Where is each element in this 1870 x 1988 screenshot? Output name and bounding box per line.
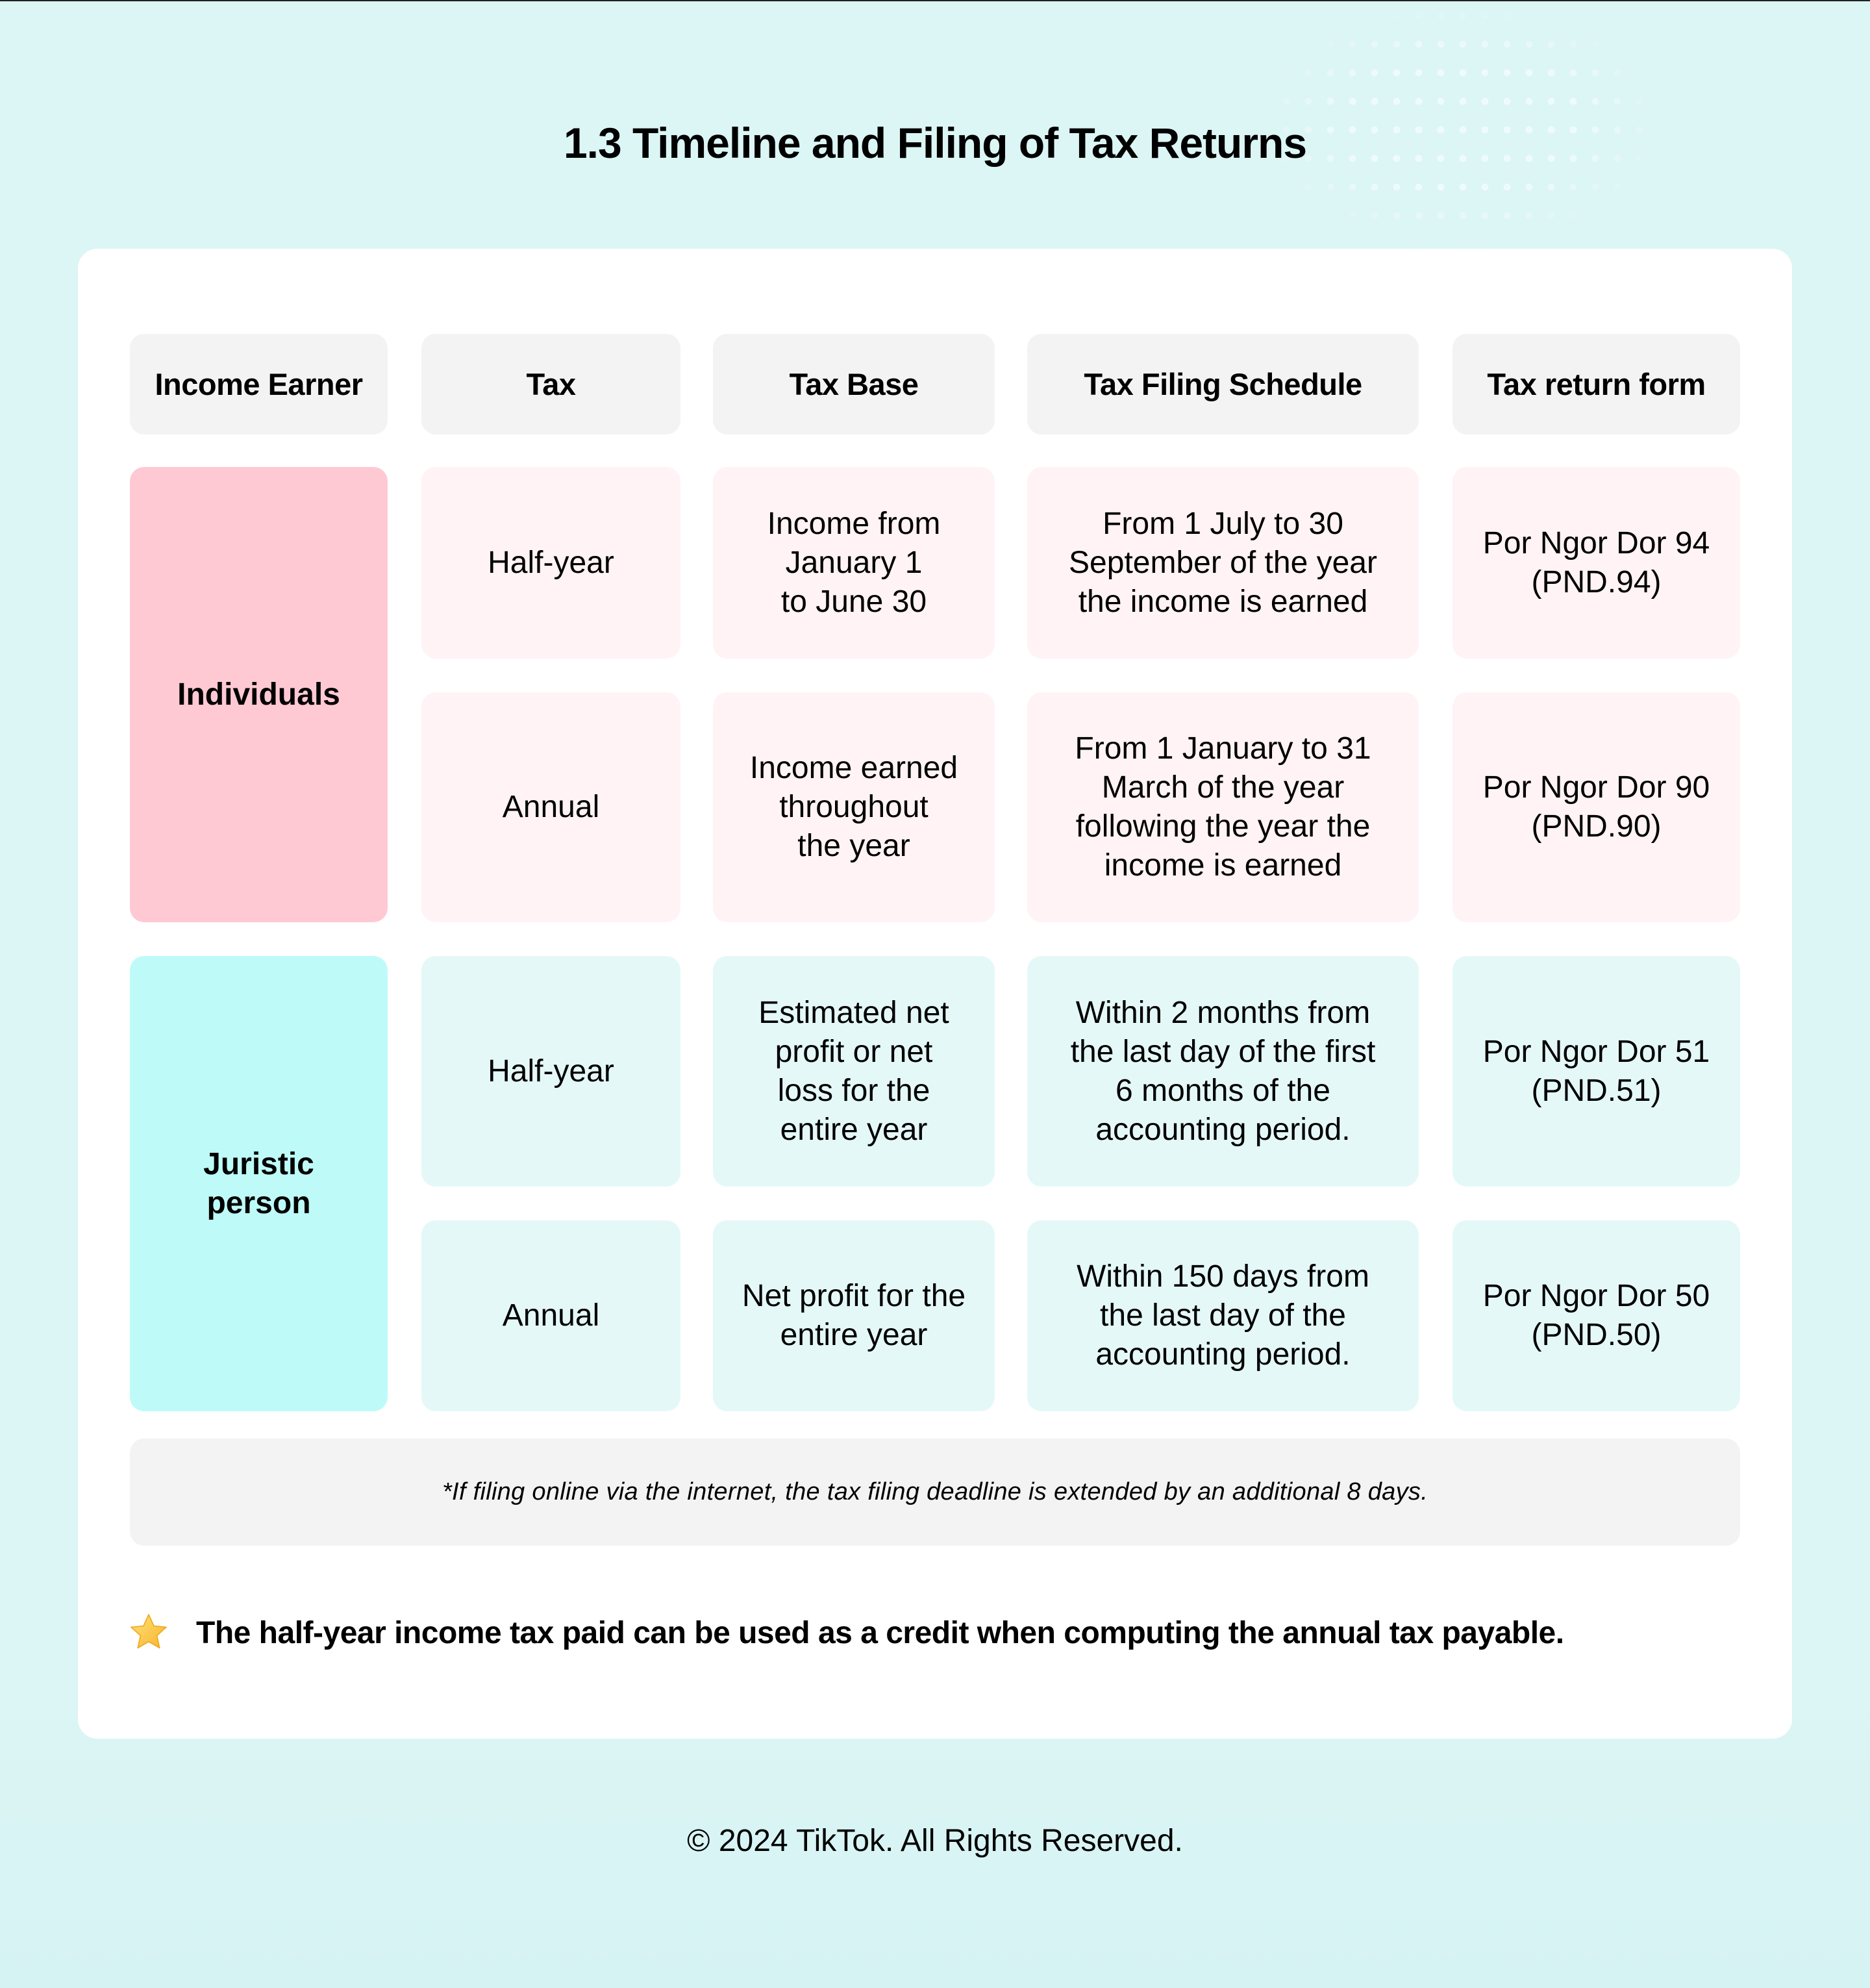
earner-individuals: Individuals [130, 467, 388, 922]
juristic-half-year-form: Por Ngor Dor 51 (PND.51) [1452, 956, 1740, 1187]
tip-note: The half-year income tax paid can be use… [127, 1611, 1564, 1654]
header-income-earner: Income Earner [130, 334, 388, 434]
individuals-half-year-tax: Half-year [421, 467, 680, 659]
header-tax-base: Tax Base [713, 334, 995, 434]
individuals-half-year-schedule: From 1 July to 30 September of the year … [1027, 467, 1419, 659]
star-icon [131, 1614, 167, 1649]
earner-juristic-person: Juristic person [130, 956, 388, 1411]
header-tax: Tax [421, 334, 680, 434]
header-tax-filing-schedule: Tax Filing Schedule [1027, 334, 1419, 434]
juristic-annual-tax: Annual [421, 1220, 680, 1411]
individuals-annual-tax: Annual [421, 692, 680, 922]
individuals-annual-schedule: From 1 January to 31 March of the year f… [1027, 692, 1419, 922]
individuals-annual-base: Income earned throughout the year [713, 692, 995, 922]
tip-text: The half-year income tax paid can be use… [196, 1615, 1564, 1650]
page-title: 1.3 Timeline and Filing of Tax Returns [563, 119, 1307, 167]
juristic-half-year-base: Estimated net profit or net loss for the… [713, 956, 995, 1187]
individuals-annual-form: Por Ngor Dor 90 (PND.90) [1452, 692, 1740, 922]
header-tax-return-form: Tax return form [1452, 334, 1740, 434]
juristic-annual-schedule: Within 150 days from the last day of the… [1027, 1220, 1419, 1411]
copyright-footer: © 2024 TikTok. All Rights Reserved. [687, 1824, 1183, 1858]
juristic-annual-base: Net profit for the entire year [713, 1220, 995, 1411]
individuals-half-year-form: Por Ngor Dor 94 (PND.94) [1452, 467, 1740, 659]
juristic-half-year-tax: Half-year [421, 956, 680, 1187]
content-card: Income Earner Tax Tax Base Tax Filing Sc… [78, 249, 1792, 1739]
juristic-half-year-schedule: Within 2 months from the last day of the… [1027, 956, 1419, 1187]
juristic-annual-form: Por Ngor Dor 50 (PND.50) [1452, 1220, 1740, 1411]
individuals-half-year-base: Income from January 1 to June 30 [713, 467, 995, 659]
online-filing-footnote: *If filing online via the internet, the … [130, 1439, 1740, 1546]
